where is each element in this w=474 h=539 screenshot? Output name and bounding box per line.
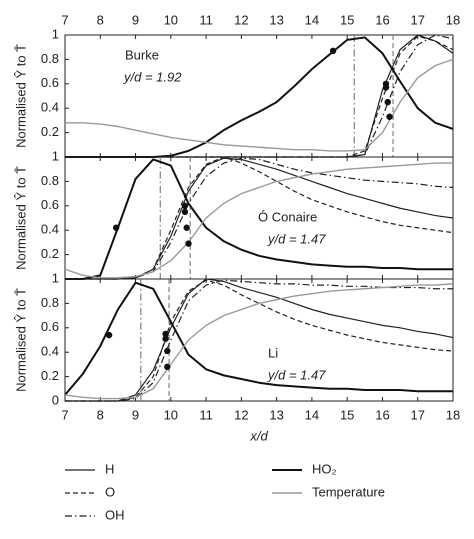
series-line: [65, 279, 453, 402]
series-line: [65, 278, 454, 402]
series-line: [64, 281, 453, 396]
y-tick-label: 0.4: [41, 100, 59, 115]
y-tick-label: 0: [52, 392, 59, 407]
y-tick-label: 1: [52, 270, 59, 285]
panel-annotation: y/d = 1.47: [267, 231, 326, 246]
panel-label: Li: [268, 345, 278, 360]
y-tick-label: 0.2: [41, 368, 59, 383]
x-tick-label: 9: [132, 12, 139, 27]
x-tick-label: 16: [375, 407, 389, 422]
marker: [181, 202, 189, 209]
x-tick-label: 10: [164, 12, 178, 27]
x-tick-label: 13: [269, 12, 283, 27]
x-tick-label: 8: [97, 12, 104, 27]
x-tick-label: 15: [340, 12, 354, 27]
y-tick-label: 0.8: [41, 51, 59, 66]
series-line: [65, 158, 453, 280]
x-tick-label: 17: [410, 407, 424, 422]
y-tick-label: 0.4: [41, 344, 59, 359]
y-tick-label: 0.8: [41, 295, 59, 310]
legend-label: HO₂: [312, 461, 337, 476]
x-tick-label: 10: [164, 407, 178, 422]
series-line: [65, 157, 454, 280]
marker: [181, 208, 189, 216]
y-tick-label: 1: [52, 26, 59, 41]
series-line: [64, 162, 453, 279]
y-tick-label: 0.6: [41, 75, 59, 90]
legend-label: Temperature: [312, 484, 385, 499]
series-line: [65, 36, 454, 158]
x-tick-label: 7: [61, 12, 68, 27]
x-tick-label: 15: [340, 407, 354, 422]
legend-label: H: [105, 461, 114, 476]
x-tick-label: 9: [132, 407, 139, 422]
legend-label: OH: [105, 507, 125, 522]
y-tick-label: 0.4: [41, 222, 59, 237]
x-tick-label: 7: [61, 407, 68, 422]
x-tick-label: 14: [305, 407, 319, 422]
series-line: [65, 35, 454, 158]
y-tick-label: 0.8: [41, 173, 59, 188]
marker: [105, 331, 113, 339]
y-tick-label: 1: [52, 148, 59, 163]
x-tick-label: 8: [97, 407, 104, 422]
marker: [164, 363, 171, 371]
series-line: [65, 34, 454, 158]
series-line: [65, 34, 454, 158]
x-tick-label: 18: [446, 12, 460, 27]
marker: [185, 240, 192, 247]
series-line: [65, 58, 454, 152]
plot-frame: [64, 34, 454, 158]
y-tick-label: 0.6: [41, 197, 59, 212]
y-axis-label: Normalised Ŷ to T̄: [13, 166, 28, 270]
series-line: [65, 279, 454, 402]
x-tick-label: 13: [269, 407, 283, 422]
plot-frame: [64, 278, 454, 402]
marker: [164, 347, 171, 355]
marker: [386, 113, 393, 120]
x-tick-label: 16: [375, 12, 389, 27]
marker: [384, 98, 391, 106]
marker: [183, 224, 190, 231]
x-tick-label: 11: [199, 407, 213, 422]
legend-label: O: [105, 484, 115, 499]
series-line: [64, 283, 454, 400]
y-tick-label: 0.6: [41, 319, 59, 334]
x-tick-label: 17: [410, 12, 424, 27]
panel-annotation: y/d = 1.92: [123, 69, 182, 84]
y-axis-label: Normalised Ŷ to T̄: [13, 44, 28, 148]
y-tick-label: 0.2: [41, 124, 59, 139]
y-axis-label: Normalised Ŷ to T̄: [13, 288, 28, 392]
x-tick-label: 11: [199, 12, 213, 27]
x-tick-label: 18: [446, 407, 460, 422]
x-tick-label: 12: [234, 12, 248, 27]
marker: [162, 330, 169, 338]
x-axis-label: x/d: [249, 428, 268, 443]
y-tick-label: 0.2: [41, 246, 59, 261]
panel-label: Burke: [125, 47, 159, 62]
x-tick-label: 12: [234, 407, 248, 422]
marker: [112, 224, 120, 231]
x-tick-label: 14: [305, 12, 319, 27]
panel-label: Ó Conaire: [258, 209, 317, 224]
marker: [329, 47, 337, 55]
panel-annotation: y/d = 1.47: [267, 367, 326, 382]
marker: [162, 335, 169, 342]
marker: [382, 84, 390, 91]
